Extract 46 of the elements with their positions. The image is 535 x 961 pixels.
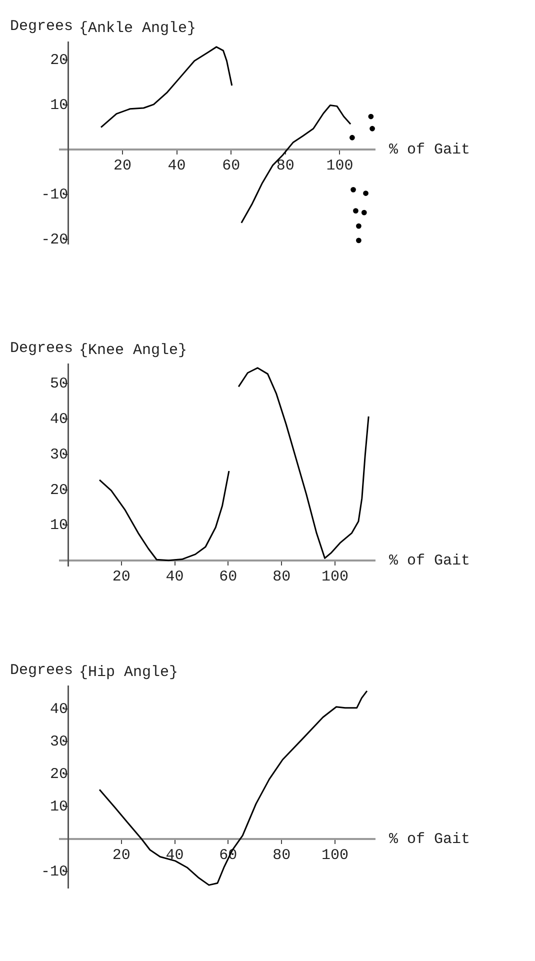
y-tick-label: 10 (50, 96, 68, 114)
y-tick-label: -10 (41, 186, 68, 204)
y-tick-label: 10 (50, 798, 68, 816)
point (353, 208, 358, 214)
chart-title: {Knee Angle} (79, 342, 188, 359)
y-tick-label: 10 (50, 517, 68, 534)
y-tick-label: 40 (50, 700, 68, 718)
y-tick-label: 20 (50, 52, 68, 69)
point (356, 238, 362, 244)
chart-title: {Hip Angle} (79, 664, 178, 681)
point (363, 190, 368, 196)
y-tick-label: 50 (50, 375, 68, 392)
point (356, 223, 362, 229)
x-tick-label: 80 (276, 158, 294, 175)
y-tick-label: 30 (50, 446, 68, 464)
x-tick-label: 100 (321, 568, 348, 586)
x-tick-label: 100 (321, 847, 348, 864)
y-tick-label: 20 (50, 766, 68, 783)
x-tick-label: 40 (168, 158, 186, 175)
x-tick-label: 80 (272, 568, 291, 586)
y-tick-label: 20 (50, 482, 68, 499)
point (349, 134, 355, 140)
y-axis-title: Degrees (10, 18, 74, 35)
point (368, 114, 374, 120)
x-tick-label: 60 (219, 568, 238, 586)
x-tick-label: 20 (112, 568, 130, 586)
chart-title: {Ankle Angle} (79, 20, 196, 37)
x-axis-title: % of Gait (389, 552, 470, 570)
x-axis-title: % of Gait (389, 142, 470, 159)
point (350, 186, 356, 192)
x-axis-title: % of Gait (389, 831, 470, 848)
x-tick-label: 20 (112, 847, 130, 864)
x-tick-label: 40 (166, 568, 184, 586)
point (361, 210, 367, 216)
y-tick-label: 30 (50, 733, 68, 750)
y-axis-title: Degrees (10, 662, 74, 679)
x-tick-label: 100 (326, 158, 354, 175)
y-axis-title: Degrees (10, 340, 74, 357)
y-tick-label: -20 (41, 231, 68, 248)
x-tick-label: 80 (272, 847, 291, 864)
y-tick-label: 40 (50, 410, 68, 428)
y-tick-label: -10 (40, 864, 68, 881)
x-tick-label: 40 (166, 847, 184, 864)
x-tick-label: 20 (113, 158, 132, 175)
point (370, 126, 375, 132)
x-tick-label: 60 (222, 158, 240, 175)
